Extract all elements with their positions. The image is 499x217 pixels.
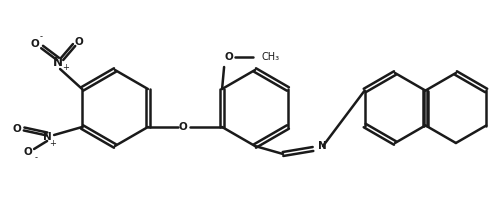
Text: O: O — [12, 124, 21, 134]
Text: O: O — [31, 39, 39, 49]
Text: N: N — [53, 56, 63, 69]
Text: O: O — [24, 147, 32, 157]
Text: N: N — [43, 132, 51, 142]
Text: N: N — [318, 141, 327, 151]
Text: O: O — [179, 122, 188, 132]
Text: -: - — [39, 33, 42, 41]
Text: CH₃: CH₃ — [261, 52, 279, 62]
Text: +: + — [63, 62, 69, 71]
Text: -: - — [34, 153, 37, 163]
Text: +: + — [50, 140, 56, 148]
Text: O: O — [75, 37, 83, 47]
Text: O: O — [225, 52, 234, 62]
